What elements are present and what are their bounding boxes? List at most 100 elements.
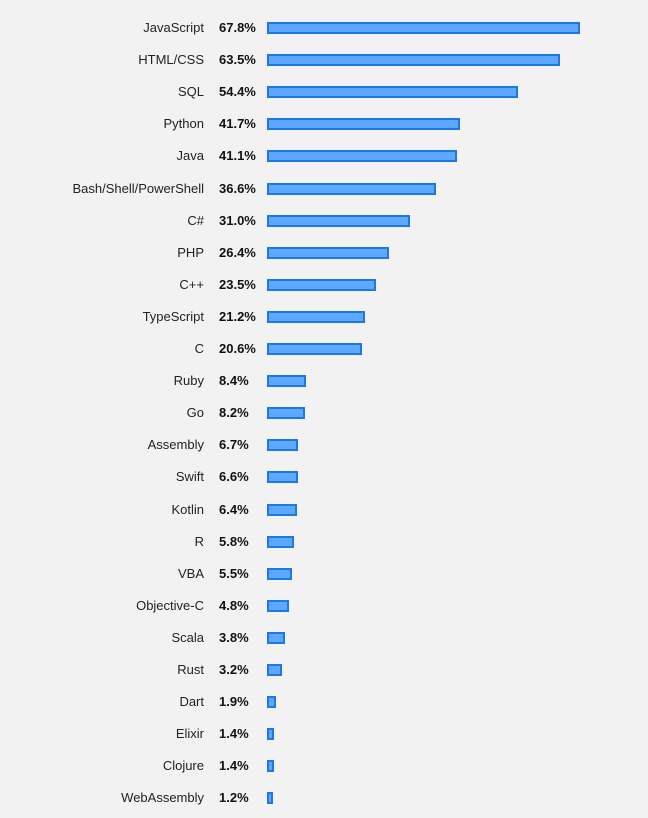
bar-row: Java 41.1% bbox=[0, 140, 648, 172]
value-label: 36.6% bbox=[219, 180, 256, 196]
bar-row: Objective-C 4.8% bbox=[0, 590, 648, 622]
bar bbox=[267, 54, 561, 67]
bar bbox=[267, 22, 580, 34]
value-label: 1.4% bbox=[219, 726, 249, 742]
value-label: 1.2% bbox=[219, 790, 249, 806]
category-label: Bash/Shell/PowerShell bbox=[72, 180, 204, 196]
bar bbox=[267, 792, 273, 805]
bar-row: Assembly 6.7% bbox=[0, 429, 648, 461]
category-label: Dart bbox=[179, 694, 204, 710]
value-label: 4.8% bbox=[219, 597, 249, 613]
bar-row: Python 41.7% bbox=[0, 108, 648, 140]
value-label: 6.6% bbox=[219, 469, 249, 485]
bar bbox=[267, 599, 290, 612]
category-label: R bbox=[194, 533, 204, 549]
category-label: Go bbox=[186, 405, 204, 421]
bar bbox=[267, 407, 305, 420]
value-label: 41.7% bbox=[219, 116, 256, 132]
value-label: 63.5% bbox=[219, 52, 256, 68]
category-label: PHP bbox=[177, 244, 204, 260]
value-label: 54.4% bbox=[219, 84, 256, 100]
value-label: 23.5% bbox=[219, 276, 256, 292]
bar bbox=[267, 310, 365, 323]
value-label: 26.4% bbox=[219, 244, 256, 260]
bar bbox=[267, 150, 457, 163]
bar-row: PHP 26.4% bbox=[0, 237, 648, 269]
bar-row: Swift 6.6% bbox=[0, 461, 648, 493]
bar-row: Ruby 8.4% bbox=[0, 365, 648, 397]
bar bbox=[267, 375, 306, 388]
category-label: C bbox=[194, 341, 204, 356]
bar-row: C++ 23.5% bbox=[0, 269, 648, 301]
bar bbox=[267, 439, 298, 452]
value-label: 41.1% bbox=[219, 148, 256, 164]
bar bbox=[267, 760, 274, 773]
bar-row: C 20.6% bbox=[0, 333, 648, 365]
bar bbox=[267, 664, 282, 676]
bar-row: Bash/Shell/PowerShell 36.6% bbox=[0, 173, 648, 205]
bar bbox=[267, 471, 298, 484]
value-label: 6.4% bbox=[219, 501, 249, 517]
category-label: Swift bbox=[175, 469, 204, 485]
category-label: Rust bbox=[177, 662, 204, 677]
bar bbox=[267, 503, 297, 516]
bar bbox=[267, 567, 293, 580]
value-label: 31.0% bbox=[219, 212, 256, 228]
value-label: 3.8% bbox=[219, 629, 249, 645]
category-label: C++ bbox=[179, 276, 204, 292]
category-label: Java bbox=[176, 148, 204, 164]
bar bbox=[267, 728, 274, 741]
bar-row: Elixir 1.4% bbox=[0, 718, 648, 750]
bar bbox=[267, 278, 376, 291]
category-label: Kotlin bbox=[171, 501, 204, 517]
value-label: 6.7% bbox=[219, 437, 249, 453]
bar bbox=[267, 535, 294, 548]
bar-row: TypeScript 21.2% bbox=[0, 301, 648, 333]
bar bbox=[267, 182, 436, 195]
bar-row: Scala 3.8% bbox=[0, 622, 648, 654]
bar-row: VBA 5.5% bbox=[0, 558, 648, 590]
value-label: 5.5% bbox=[219, 565, 249, 581]
value-label: 3.2% bbox=[219, 662, 249, 677]
value-label: 20.6% bbox=[219, 341, 256, 356]
category-label: Objective-C bbox=[136, 597, 204, 613]
value-label: 67.8% bbox=[219, 20, 256, 35]
bar-row: SQL 54.4% bbox=[0, 76, 648, 108]
value-label: 21.2% bbox=[219, 308, 256, 324]
value-label: 1.9% bbox=[219, 694, 249, 710]
bar bbox=[267, 118, 460, 131]
bar-row: WebAssembly 1.2% bbox=[0, 782, 648, 814]
category-label: Elixir bbox=[175, 726, 204, 742]
category-label: C# bbox=[187, 212, 204, 228]
bar-row: JavaScript 67.8% bbox=[0, 12, 648, 44]
bar bbox=[267, 214, 411, 227]
bar-row: Go 8.2% bbox=[0, 397, 648, 429]
bar bbox=[267, 86, 519, 99]
value-label: 5.8% bbox=[219, 533, 249, 549]
bar-row: Clojure 1.4% bbox=[0, 750, 648, 782]
category-label: Clojure bbox=[162, 758, 204, 774]
bar bbox=[267, 343, 363, 355]
category-label: WebAssembly bbox=[121, 790, 204, 806]
bar bbox=[267, 246, 389, 259]
bar-row: Dart 1.9% bbox=[0, 686, 648, 718]
bar-row: Rust 3.2% bbox=[0, 654, 648, 686]
value-label: 1.4% bbox=[219, 758, 249, 774]
category-label: Assembly bbox=[147, 437, 204, 453]
category-label: HTML/CSS bbox=[138, 52, 204, 68]
category-label: SQL bbox=[177, 84, 204, 100]
value-label: 8.2% bbox=[219, 405, 249, 421]
category-label: VBA bbox=[177, 565, 204, 581]
value-label: 8.4% bbox=[219, 373, 249, 389]
category-label: Python bbox=[163, 116, 204, 132]
category-label: Scala bbox=[171, 629, 204, 645]
bar-row: HTML/CSS 63.5% bbox=[0, 44, 648, 76]
category-label: JavaScript bbox=[143, 20, 204, 35]
category-label: Ruby bbox=[173, 373, 204, 389]
bar bbox=[267, 631, 285, 644]
category-label: TypeScript bbox=[142, 308, 204, 324]
bar-row: R 5.8% bbox=[0, 526, 648, 558]
bar-row: Kotlin 6.4% bbox=[0, 494, 648, 526]
bar bbox=[267, 696, 276, 709]
